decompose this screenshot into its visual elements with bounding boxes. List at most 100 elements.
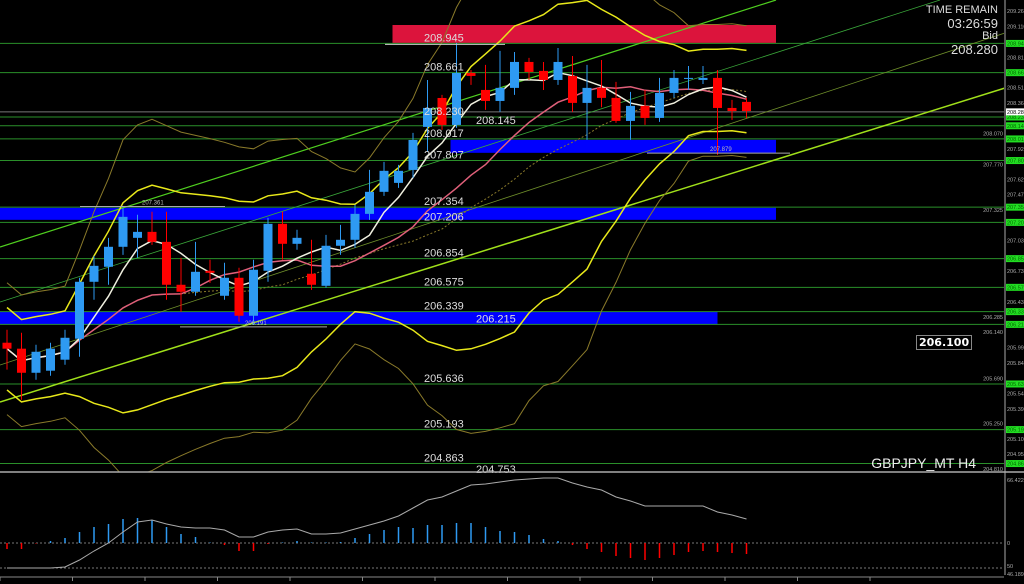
candle-body xyxy=(394,170,403,183)
candle[interactable] xyxy=(205,259,215,283)
demand-zone xyxy=(0,311,718,325)
candle[interactable] xyxy=(684,65,693,90)
candle[interactable] xyxy=(191,241,200,296)
candle[interactable] xyxy=(510,51,519,95)
candle-body xyxy=(220,277,229,296)
fast-moving-average xyxy=(6,71,747,362)
candle-body xyxy=(75,281,84,339)
candle-body xyxy=(89,265,99,282)
candle[interactable] xyxy=(321,234,331,288)
level-label: 204.753 xyxy=(476,464,516,476)
candle[interactable] xyxy=(46,342,55,376)
candle[interactable] xyxy=(17,332,26,400)
outer-band-lower xyxy=(6,154,747,472)
channel-line[interactable] xyxy=(0,0,777,248)
candle[interactable] xyxy=(466,69,476,85)
candle-body xyxy=(553,61,563,80)
level-price-tag xyxy=(1006,157,1024,165)
candle[interactable] xyxy=(75,277,84,357)
level-price-tag xyxy=(1006,69,1024,77)
candle[interactable] xyxy=(307,239,316,290)
candle[interactable] xyxy=(437,94,447,130)
indicator-zero-label: 0 xyxy=(1007,541,1010,547)
candle[interactable] xyxy=(220,262,229,300)
price-label-box[interactable]: 206.100 xyxy=(916,335,973,350)
channel-line[interactable] xyxy=(0,87,1005,403)
candle[interactable] xyxy=(611,81,621,123)
candle[interactable] xyxy=(234,267,244,322)
candle[interactable] xyxy=(249,259,258,325)
candle[interactable] xyxy=(626,91,635,140)
candle[interactable] xyxy=(568,55,577,112)
y-tick-label: 205.250 xyxy=(983,422,1003,428)
candle[interactable] xyxy=(698,65,708,84)
channel-line[interactable] xyxy=(0,0,941,303)
candle[interactable] xyxy=(481,64,490,110)
candle[interactable] xyxy=(350,204,360,248)
time-remain-label: TIME REMAIN xyxy=(925,4,998,16)
candle[interactable] xyxy=(379,161,389,196)
outer-band-upper xyxy=(6,0,747,296)
level-price-tag xyxy=(1006,380,1024,388)
candle[interactable] xyxy=(452,42,461,128)
candle[interactable] xyxy=(408,132,418,178)
channel-line[interactable] xyxy=(0,32,1005,366)
candle[interactable] xyxy=(597,59,606,108)
level-price-tag xyxy=(1006,255,1024,263)
candle[interactable] xyxy=(104,237,113,285)
y-tick-label: 205.545 xyxy=(1007,391,1024,397)
candle-body xyxy=(742,101,751,112)
y-tick-label: 207.770 xyxy=(983,162,1003,168)
level-price-tag-text: 208.945 xyxy=(1007,41,1024,47)
supply-zone xyxy=(392,24,776,43)
candle-body xyxy=(104,246,113,267)
candle[interactable] xyxy=(31,344,41,380)
candle[interactable] xyxy=(640,89,650,125)
annotation-label: 206.191 xyxy=(245,321,267,327)
candle[interactable] xyxy=(727,99,737,120)
candle-body xyxy=(524,61,534,72)
candle[interactable] xyxy=(669,69,679,98)
demand-zone xyxy=(0,207,776,220)
level-price-tag xyxy=(1006,113,1024,121)
candle[interactable] xyxy=(118,207,128,255)
candle-body xyxy=(684,77,693,79)
candle[interactable] xyxy=(553,47,563,85)
y-tick-label: 205.990 xyxy=(1007,346,1024,352)
candle[interactable] xyxy=(176,257,186,312)
y-tick-label: 207.920 xyxy=(1007,147,1024,153)
candle[interactable] xyxy=(742,97,751,119)
level-label: 207.807 xyxy=(424,150,464,162)
candle[interactable] xyxy=(713,69,722,155)
candle[interactable] xyxy=(162,211,171,300)
candle[interactable] xyxy=(582,64,592,140)
level-label: 208.230 xyxy=(424,106,464,118)
level-price-tag xyxy=(1006,308,1024,316)
y-tick-label: 204.955 xyxy=(1007,452,1024,458)
candle-body xyxy=(582,87,592,103)
candle[interactable] xyxy=(2,329,12,370)
level-price-tag xyxy=(1006,39,1024,47)
candle[interactable] xyxy=(89,255,99,300)
candle[interactable] xyxy=(655,77,664,122)
candle-body xyxy=(350,213,360,240)
candle-body xyxy=(321,245,331,286)
level-label: 205.636 xyxy=(424,373,464,385)
candle[interactable] xyxy=(133,214,142,258)
candle[interactable] xyxy=(495,50,505,112)
candle[interactable] xyxy=(60,329,70,365)
candle[interactable] xyxy=(278,211,287,260)
candle[interactable] xyxy=(147,211,157,245)
candle[interactable] xyxy=(423,79,432,152)
candle[interactable] xyxy=(336,224,345,255)
candle[interactable] xyxy=(292,229,302,250)
level-label: 207.354 xyxy=(424,196,464,208)
level-label: 208.017 xyxy=(424,128,464,140)
candle[interactable] xyxy=(539,61,548,90)
candle[interactable] xyxy=(524,57,534,80)
candle[interactable] xyxy=(263,217,273,282)
y-tick-label: 209.260 xyxy=(1007,9,1024,15)
candle[interactable] xyxy=(365,169,374,220)
candle[interactable] xyxy=(394,164,403,188)
